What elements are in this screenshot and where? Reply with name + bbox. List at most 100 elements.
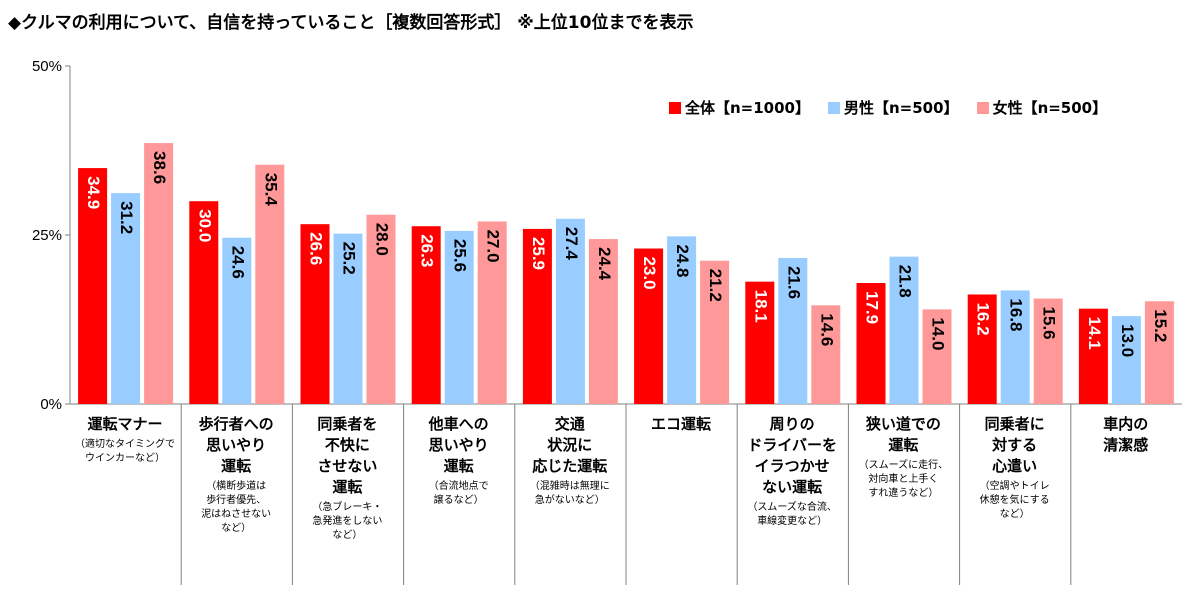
bar — [922, 309, 952, 404]
bar — [111, 193, 141, 404]
bar-value-label: 35.4 — [261, 173, 280, 207]
bar — [811, 305, 841, 404]
legend-item-female: 女性【n=500】 — [976, 97, 1108, 118]
bar-value-label: 27.4 — [562, 227, 581, 261]
bar — [300, 224, 330, 404]
bar — [78, 168, 108, 404]
bar — [144, 143, 174, 404]
bar — [667, 236, 697, 404]
bar — [477, 221, 507, 404]
bar-value-label: 14.1 — [1085, 317, 1104, 350]
y-tick-label: 50% — [32, 58, 62, 75]
bar-value-label: 24.6 — [228, 246, 247, 279]
category-note: （急ブレーキ・ 急発進をしない など） — [312, 502, 383, 541]
bar-value-label: 21.6 — [784, 266, 803, 299]
bar-value-label: 34.9 — [84, 176, 103, 209]
bar-value-label: 23.0 — [640, 257, 659, 290]
bar — [588, 239, 618, 404]
bar — [778, 257, 808, 404]
bar — [411, 226, 441, 404]
category-note: （適切なタイミングで ウインカーなど） — [75, 439, 175, 464]
bar — [1078, 308, 1108, 404]
bar — [255, 164, 285, 404]
bar — [1111, 316, 1141, 404]
category-name: 周りの ドライバーを イラつかせ ない運転 — [747, 415, 838, 496]
category-label: エコ運転 — [626, 414, 736, 435]
category-name: 他車への 思いやり 運転 — [428, 415, 489, 475]
category-name: エコ運転 — [650, 415, 711, 433]
bar-value-label: 30.0 — [195, 209, 214, 242]
category-name: 運転マナー — [87, 415, 163, 433]
category-name: 歩行者への 思いやり 運転 — [198, 415, 274, 475]
bar-value-label: 24.8 — [673, 244, 692, 277]
bar-value-label: 31.2 — [117, 201, 136, 234]
bar-value-label: 25.6 — [451, 239, 470, 272]
bar-value-label: 14.0 — [929, 317, 948, 350]
bar — [333, 233, 363, 404]
bar — [889, 256, 919, 404]
y-tick-label: 0% — [40, 396, 62, 413]
category-label: 狭い道での 運転 （スムーズに走行、 対向車と上手く すれ違うなど） — [848, 414, 958, 501]
chart-title: ◆クルマの利用について、自信を持っていること［複数回答形式］ ※上位10位までを… — [8, 13, 694, 33]
bar — [856, 282, 886, 404]
legend-label-female: 女性【n=500】 — [992, 99, 1108, 117]
bar — [222, 237, 252, 404]
legend-swatch-female — [976, 101, 989, 114]
category-name: 狭い道での 運転 — [865, 415, 941, 454]
bar — [444, 230, 474, 404]
bar-value-label: 15.2 — [1151, 309, 1170, 342]
category-note: （空調やトイレ 休憩を気にする など） — [979, 481, 1050, 520]
bar-value-label: 13.0 — [1118, 324, 1137, 357]
legend-item-male: 男性【n=500】 — [828, 97, 959, 118]
bar-value-label: 18.1 — [751, 290, 770, 323]
category-label: 他車への 思いやり 運転 （合流地点で 譲るなど） — [404, 414, 514, 508]
legend-item-overall: 全体【n=1000】 — [669, 97, 810, 118]
bar — [366, 214, 396, 404]
category-note: （横断歩道は 歩行者優先、 泥はねさせない など） — [201, 481, 272, 534]
category-label: 車内の 清潔感 — [1071, 414, 1181, 456]
bar-value-label: 15.6 — [1040, 307, 1059, 340]
legend-label-male: 男性【n=500】 — [844, 99, 959, 117]
bar — [700, 260, 730, 404]
category-name: 同乗者を 不快に させない 運転 — [317, 415, 378, 496]
category-name: 同乗者に 対する 心遣い — [984, 415, 1045, 475]
bar-value-label: 25.9 — [529, 237, 548, 270]
category-label: 周りの ドライバーを イラつかせ ない運転 （スムーズな合流、 車線変更など） — [737, 414, 847, 529]
bar — [967, 294, 997, 404]
legend: 全体【n=1000】 男性【n=500】 女性【n=500】 — [669, 97, 1107, 118]
bar-value-label: 27.0 — [484, 229, 503, 262]
category-note: （混雑時は無理に 急がないなど） — [529, 481, 610, 506]
y-tick-label: 25% — [32, 227, 62, 244]
bar-value-label: 25.2 — [340, 242, 359, 275]
legend-swatch-male — [828, 101, 840, 114]
bar-value-label: 16.8 — [1007, 298, 1026, 331]
bar-value-label: 21.8 — [896, 265, 915, 298]
category-label: 運転マナー （適切なタイミングで ウインカーなど） — [70, 414, 180, 466]
legend-label-overall: 全体【n=1000】 — [685, 99, 810, 117]
bar-value-label: 24.4 — [595, 247, 614, 281]
bar — [634, 248, 664, 404]
bar — [1144, 301, 1174, 404]
bar-value-label: 21.2 — [706, 269, 725, 302]
bar-value-label: 26.3 — [418, 234, 437, 267]
category-name: 交通 状況に 応じた運転 — [532, 415, 608, 475]
category-note: （スムーズに走行、 対向車と上手く すれ違うなど） — [858, 460, 949, 499]
category-label: 同乗者に 対する 心遣い （空調やトイレ 休憩を気にする など） — [960, 414, 1070, 522]
bar — [745, 281, 775, 404]
bar — [1000, 290, 1030, 404]
category-name: 車内の 清潔感 — [1103, 415, 1149, 454]
bar — [522, 228, 552, 404]
category-note: （合流地点で 譲るなど） — [428, 481, 489, 506]
category-label: 交通 状況に 応じた運転 （混雑時は無理に 急がないなど） — [515, 414, 625, 508]
bar-value-label: 28.0 — [373, 223, 392, 256]
category-note: （スムーズな合流、 車線変更など） — [747, 502, 837, 527]
legend-swatch-overall — [669, 101, 681, 114]
bar-value-label: 14.6 — [817, 313, 836, 346]
bar-value-label: 26.6 — [307, 232, 326, 265]
bar-value-label: 17.9 — [863, 291, 882, 324]
bar — [1033, 298, 1063, 404]
category-label: 同乗者を 不快に させない 運転 （急ブレーキ・ 急発進をしない など） — [292, 414, 402, 543]
bar — [189, 201, 219, 404]
category-label: 歩行者への 思いやり 運転 （横断歩道は 歩行者優先、 泥はねさせない など） — [181, 414, 291, 536]
